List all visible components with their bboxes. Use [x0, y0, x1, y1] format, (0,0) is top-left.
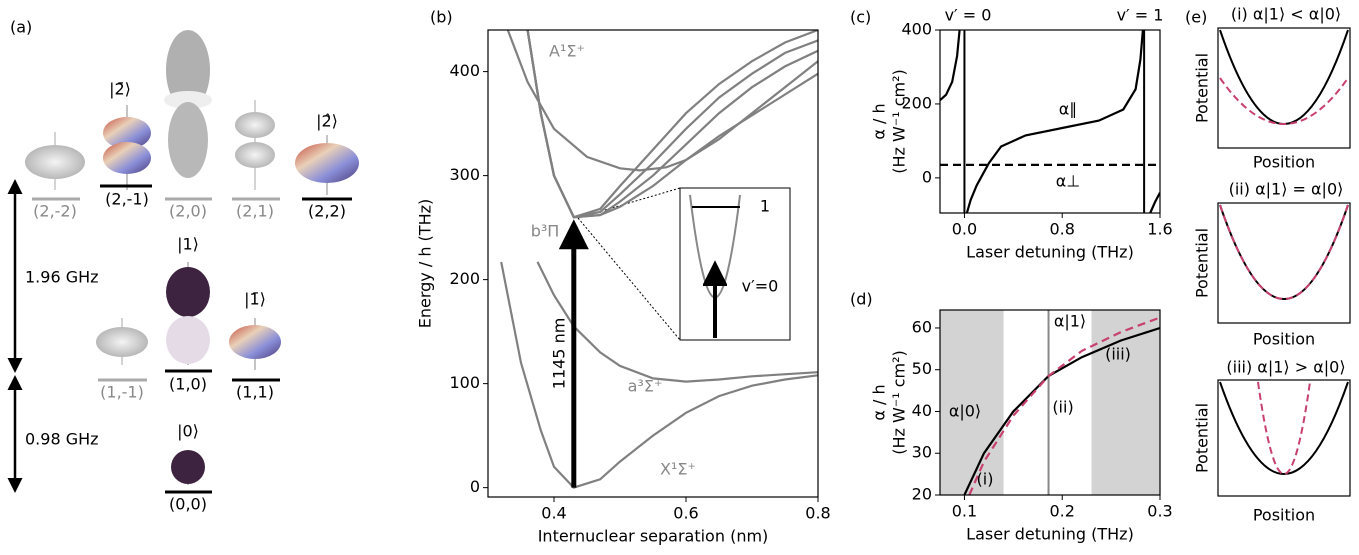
ket-label: |2̂⟩ [316, 112, 338, 131]
axes-frame [939, 29, 1161, 214]
y-axis-label: (Hz W⁻¹ cm²) [890, 69, 909, 174]
line-series [506, 30, 818, 172]
line-series [526, 30, 818, 219]
y-tick-label: 200 [449, 269, 480, 288]
plot-title: (i) α|1⟩ < α|0⟩ [1231, 5, 1341, 24]
y-tick-label: 30 [912, 443, 932, 462]
y-axis-label: α / h [870, 103, 889, 139]
x-tick-label: 0.0 [952, 220, 977, 239]
y-tick-label: 50 [912, 359, 932, 378]
x-tick-label: 0.3 [1147, 502, 1172, 521]
ket-label: |1⟩ [177, 235, 199, 254]
orbitals [25, 30, 359, 485]
levels [32, 184, 352, 494]
x-axis-label: Laser detuning (THz) [966, 525, 1134, 544]
axis-label: Position [1253, 330, 1315, 349]
axis-label: Position [1253, 153, 1315, 172]
plot-area [500, 30, 818, 489]
line-series [968, 316, 1160, 495]
x-tick-label: 0.2 [1049, 502, 1074, 521]
axis-label: Potential [1193, 403, 1212, 473]
annotation: α⊥ [1056, 172, 1080, 191]
x-axis-label: Internuclear separation (nm) [538, 527, 769, 546]
inset: 1 v′=0 [577, 187, 791, 341]
inset-label: v′=0 [742, 277, 779, 296]
panel-a: (a) (2,-2) (2,-1) (2,0) (2,1) (2,2) (1,-… [7, 18, 359, 514]
ket-label: |1̄⟩ [244, 290, 266, 309]
annotation: (ii) [1052, 398, 1073, 417]
panel-label: (e) [1185, 8, 1207, 27]
annotation: v′ = 1 [1117, 6, 1164, 25]
annotation: v′ = 0 [945, 6, 992, 25]
axes-frame [939, 309, 1161, 496]
x-tick-label: 0.8 [805, 504, 830, 523]
annotation: α|1⟩ [1054, 312, 1086, 331]
axis-label: Potential [1193, 228, 1212, 298]
plot-title: (ii) α|1⟩ = α|0⟩ [1229, 180, 1344, 199]
y-axis-label: Energy / h (THz) [416, 199, 435, 329]
state-label: (2,-1) [105, 190, 149, 209]
x-tick-label: 0.6 [673, 504, 698, 523]
panel-label: (b) [430, 8, 453, 27]
panel-label: (d) [850, 290, 873, 309]
x-axis-label: Laser detuning (THz) [966, 243, 1134, 262]
ket-label: |2̄⟩ [109, 80, 131, 99]
y-tick-label: 0 [470, 477, 480, 496]
y-tick-label: 40 [912, 401, 932, 420]
line-series [500, 261, 818, 489]
shaded-region [1091, 310, 1160, 495]
panel-label: (a) [10, 18, 32, 37]
y-tick-label: 60 [912, 317, 932, 336]
annotation: X¹Σ⁺ [660, 460, 696, 479]
transition-label: 1145 nm [549, 318, 568, 390]
y-tick-label: 0 [922, 167, 932, 186]
x-tick-label: 0.8 [1049, 220, 1074, 239]
spacing-label: 1.96 GHz [25, 268, 99, 287]
plot-title: (iii) α|1⟩ > α|0⟩ [1226, 358, 1345, 377]
state-label: (1,0) [169, 375, 207, 394]
y-tick-label: 20 [912, 485, 932, 504]
state-label: (0,0) [169, 495, 207, 514]
y-tick-label: 100 [449, 373, 480, 392]
plot-area [940, 310, 1160, 495]
x-tick-label: 1.6 [1147, 220, 1172, 239]
spacing-label: 0.98 GHz [25, 430, 99, 449]
annotation: A¹Σ⁺ [549, 42, 585, 61]
state-label: (2,2) [308, 202, 346, 221]
axis-label: Potential [1193, 53, 1212, 123]
plot-area [940, 30, 1160, 213]
inset-label: 1 [760, 197, 770, 216]
annotation: α∥ [1059, 100, 1078, 119]
y-tick-label: 400 [901, 20, 932, 39]
axes-frame [487, 29, 819, 498]
ket-label: |0⟩ [177, 422, 199, 441]
annotation: b³Π [531, 222, 560, 241]
annotation: (iii) [1105, 345, 1131, 364]
state-label: (1,1) [236, 383, 274, 402]
y-axis-label: α / h [870, 384, 889, 420]
state-label: (1,-1) [100, 383, 144, 402]
y-tick-label: 400 [449, 61, 480, 80]
axis-label: Position [1253, 506, 1315, 525]
panel-e: (e) (i) α|1⟩ < α|0⟩ (ii) α|1⟩ = α|0⟩ (ii… [1185, 5, 1351, 525]
state-label: (2,1) [236, 202, 274, 221]
shaded-region [940, 310, 1004, 495]
y-axis-label: (Hz W⁻¹ cm²) [890, 350, 909, 455]
annotation: α|0⟩ [949, 402, 981, 421]
line-series [536, 261, 818, 383]
line-series [940, 30, 1160, 213]
annotation: (i) [977, 470, 994, 489]
y-tick-label: 200 [901, 93, 932, 112]
state-label: (2,-2) [33, 202, 77, 221]
panel-label: (c) [850, 8, 871, 27]
y-tick-label: 300 [449, 165, 480, 184]
x-tick-label: 0.1 [952, 502, 977, 521]
annotation: a³Σ⁺ [628, 377, 663, 396]
state-label: (2,0) [169, 202, 207, 221]
x-tick-label: 0.4 [541, 504, 566, 523]
